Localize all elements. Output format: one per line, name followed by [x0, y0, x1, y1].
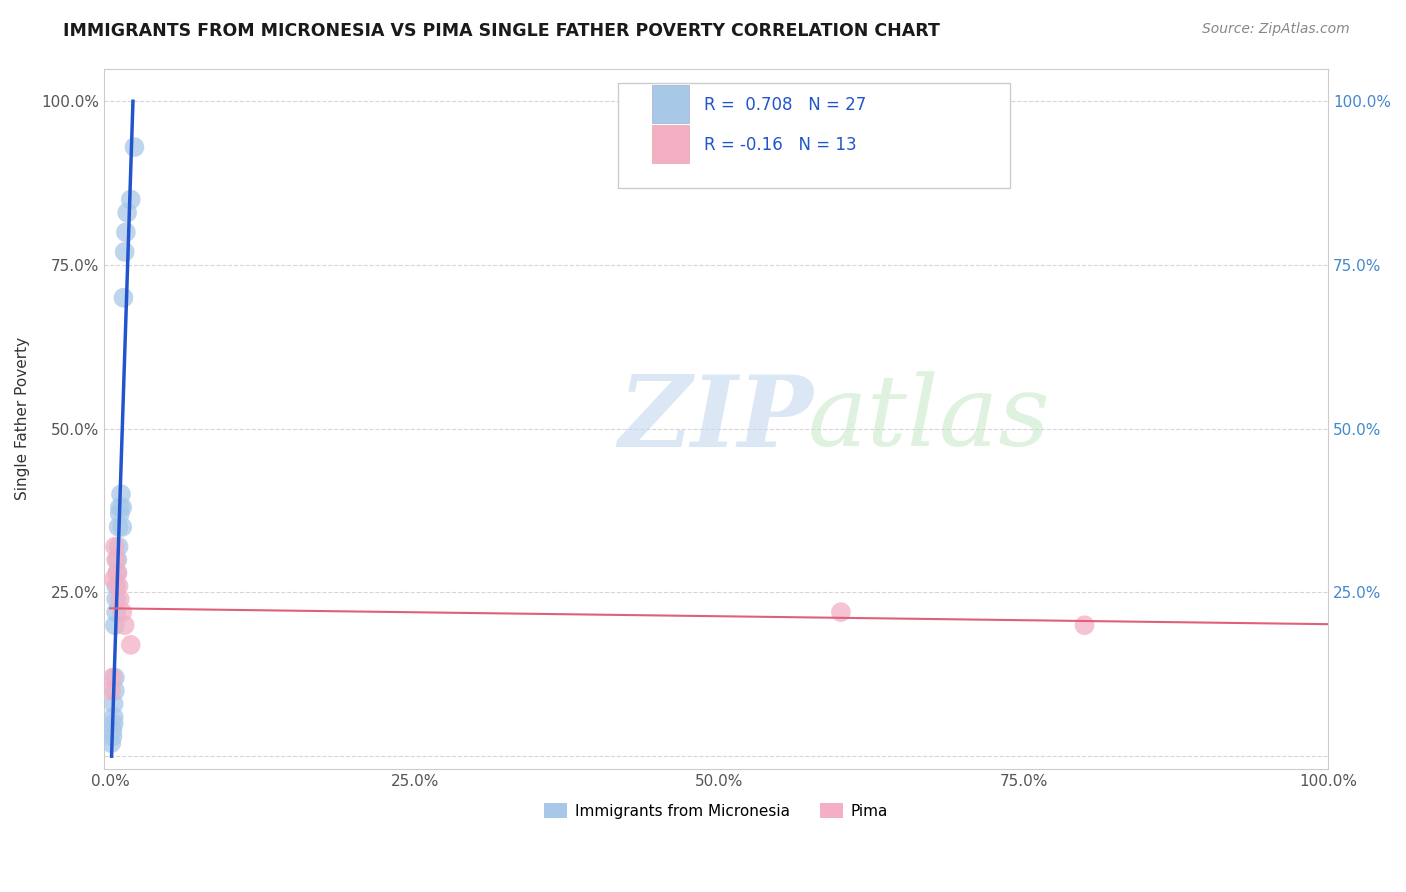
Point	[120, 193, 142, 207]
Point	[101, 671, 124, 685]
Y-axis label: Single Father Poverty: Single Father Poverty	[15, 337, 30, 500]
Point	[105, 592, 128, 607]
Point	[124, 140, 146, 154]
Point	[112, 291, 135, 305]
Point	[107, 540, 129, 554]
FancyBboxPatch shape	[619, 83, 1010, 187]
Point	[111, 605, 134, 619]
Text: R = -0.16   N = 13: R = -0.16 N = 13	[704, 136, 856, 154]
Text: atlas: atlas	[808, 371, 1050, 467]
Point	[104, 618, 127, 632]
Point	[101, 730, 124, 744]
Point	[1073, 618, 1095, 632]
Point	[115, 225, 138, 239]
FancyBboxPatch shape	[652, 125, 689, 163]
Point	[105, 552, 128, 566]
Text: R =  0.708   N = 27: R = 0.708 N = 27	[704, 96, 866, 114]
Point	[104, 683, 127, 698]
FancyBboxPatch shape	[652, 85, 689, 123]
Point	[103, 573, 125, 587]
Point	[830, 605, 852, 619]
Point	[108, 507, 131, 521]
Point	[104, 540, 127, 554]
Text: Source: ZipAtlas.com: Source: ZipAtlas.com	[1202, 22, 1350, 37]
Point	[108, 500, 131, 515]
Legend: Immigrants from Micronesia, Pima: Immigrants from Micronesia, Pima	[538, 797, 894, 825]
Point	[110, 487, 132, 501]
Point	[111, 500, 134, 515]
Point	[103, 710, 125, 724]
Point	[120, 638, 142, 652]
Point	[105, 605, 128, 619]
Point	[103, 716, 125, 731]
Point	[103, 697, 125, 711]
Point	[100, 683, 122, 698]
Point	[104, 671, 127, 685]
Point	[111, 520, 134, 534]
Text: IMMIGRANTS FROM MICRONESIA VS PIMA SINGLE FATHER POVERTY CORRELATION CHART: IMMIGRANTS FROM MICRONESIA VS PIMA SINGL…	[63, 22, 941, 40]
Point	[105, 579, 128, 593]
Point	[108, 592, 131, 607]
Text: ZIP: ZIP	[619, 371, 813, 467]
Point	[100, 736, 122, 750]
Point	[115, 205, 138, 219]
Point	[107, 520, 129, 534]
Point	[114, 244, 136, 259]
Point	[105, 566, 128, 580]
Point	[107, 579, 129, 593]
Point	[105, 552, 128, 566]
Point	[105, 566, 128, 580]
Point	[114, 618, 136, 632]
Point	[101, 723, 124, 737]
